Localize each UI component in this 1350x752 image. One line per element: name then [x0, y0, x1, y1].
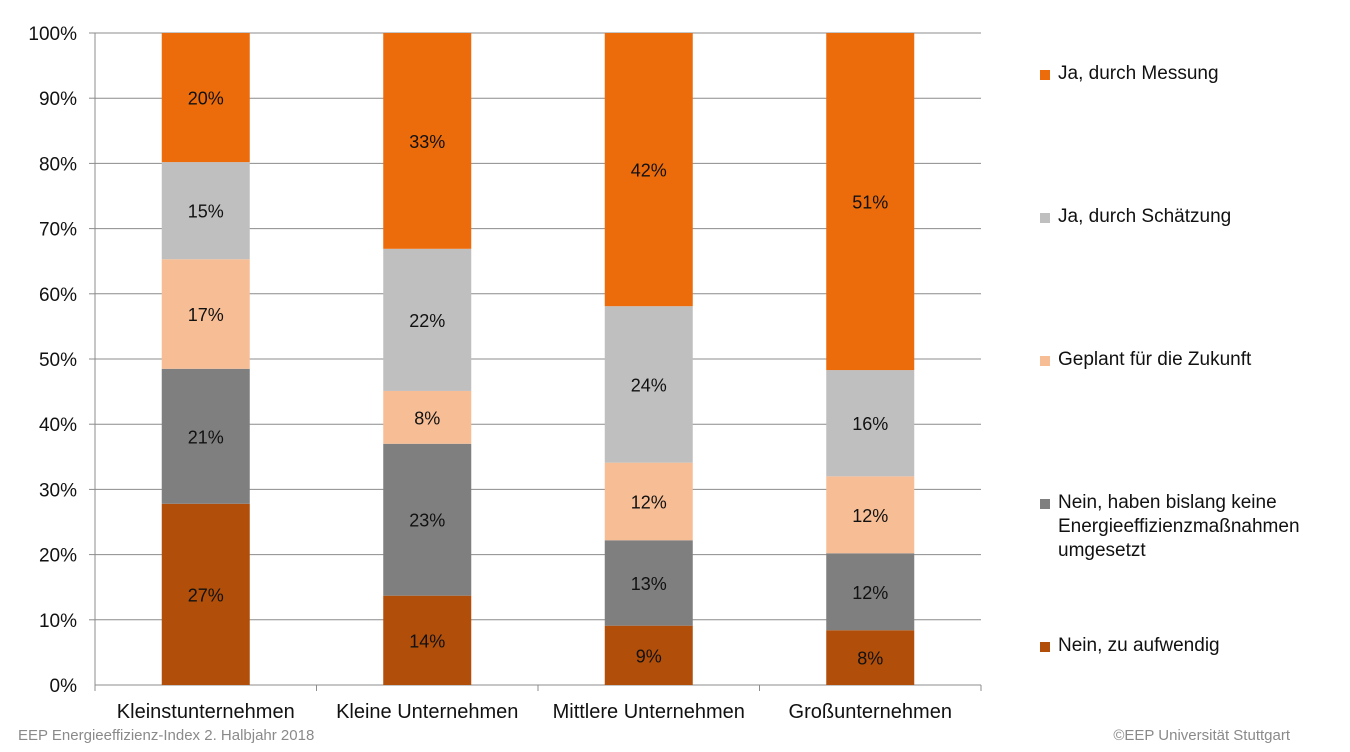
- data-label: 21%: [188, 427, 224, 447]
- data-label: 13%: [631, 574, 667, 594]
- data-label: 16%: [852, 414, 888, 434]
- bar-segment: [826, 370, 915, 477]
- bar-segment: [383, 443, 472, 596]
- data-label: 27%: [188, 585, 224, 605]
- legend-item: Ja, durch Messung: [1040, 62, 1219, 86]
- bar-segment: [826, 553, 915, 631]
- y-tick-label: 50%: [39, 350, 77, 371]
- legend-item: Nein, zu aufwendig: [1040, 634, 1220, 658]
- data-label: 24%: [631, 375, 667, 395]
- data-label: 51%: [852, 193, 888, 213]
- copyright-note: ©EEP Universität Stuttgart: [1113, 727, 1290, 744]
- bar-segment: [161, 33, 250, 163]
- legend-item: Ja, durch Schätzung: [1040, 205, 1231, 229]
- bar-segment: [826, 33, 915, 371]
- data-label: 9%: [636, 646, 662, 666]
- data-label: 12%: [852, 583, 888, 603]
- bar-segment: [604, 306, 693, 463]
- legend-label: Geplant für die Zukunft: [1058, 349, 1252, 370]
- legend-item: Nein, haben bislang keine Energieeffizien…: [1040, 491, 1300, 563]
- data-label: 12%: [631, 492, 667, 512]
- legend-swatch: [1040, 70, 1050, 80]
- bar-segment: [604, 625, 693, 685]
- legend-swatch: [1040, 642, 1050, 652]
- y-tick-label: 10%: [39, 611, 77, 632]
- legend-label: Nein, haben bislang keine Energieeffizien…: [1058, 492, 1300, 561]
- bar-segment: [383, 33, 472, 249]
- legend-label: Ja, durch Schätzung: [1058, 206, 1232, 227]
- bar-segment: [604, 462, 693, 541]
- bar-segment: [604, 33, 693, 307]
- category-label: Mittlere Unternehmen: [553, 701, 745, 723]
- y-tick-label: 80%: [39, 154, 77, 175]
- data-label: 8%: [414, 408, 440, 428]
- source-note: EEP Energieeffizienz-Index 2. Halbjahr 2…: [18, 727, 315, 744]
- bar-segment: [826, 476, 915, 554]
- y-tick-label: 90%: [39, 89, 77, 110]
- data-label: 33%: [409, 132, 445, 152]
- bar-segment: [161, 368, 250, 504]
- legend-item: Geplant für die Zukunft: [1040, 348, 1251, 372]
- legend-swatch: [1040, 356, 1050, 366]
- data-label: 14%: [409, 631, 445, 651]
- legend-swatch: [1040, 213, 1050, 223]
- bar-segment: [383, 390, 472, 444]
- y-tick-label: 30%: [39, 480, 77, 501]
- y-tick-label: 100%: [28, 24, 77, 45]
- category-label: Großunternehmen: [789, 701, 952, 723]
- y-tick-label: 70%: [39, 220, 77, 241]
- data-label: 20%: [188, 89, 224, 109]
- y-tick-label: 0%: [50, 676, 78, 697]
- bar-segment: [161, 162, 250, 260]
- y-tick-label: 40%: [39, 415, 77, 436]
- data-label: 8%: [857, 649, 883, 669]
- data-label: 42%: [631, 161, 667, 181]
- bar-segment: [161, 503, 250, 685]
- data-label: 12%: [852, 506, 888, 526]
- bar-segment: [383, 248, 472, 391]
- bar-segment: [383, 595, 472, 685]
- bar-segment: [826, 630, 915, 685]
- data-label: 23%: [409, 511, 445, 531]
- data-label: 22%: [409, 311, 445, 331]
- y-tick-label: 20%: [39, 546, 77, 567]
- y-tick-label: 60%: [39, 285, 77, 306]
- bar-segment: [161, 259, 250, 369]
- category-label: Kleine Unternehmen: [336, 701, 518, 723]
- data-label: 17%: [188, 305, 224, 325]
- legend-label: Nein, zu aufwendig: [1058, 635, 1220, 656]
- bar-segment: [604, 540, 693, 626]
- legend-swatch: [1040, 499, 1050, 509]
- data-label: 15%: [188, 202, 224, 222]
- legend-label: Ja, durch Messung: [1058, 63, 1219, 84]
- category-label: Kleinstunternehmen: [117, 701, 295, 723]
